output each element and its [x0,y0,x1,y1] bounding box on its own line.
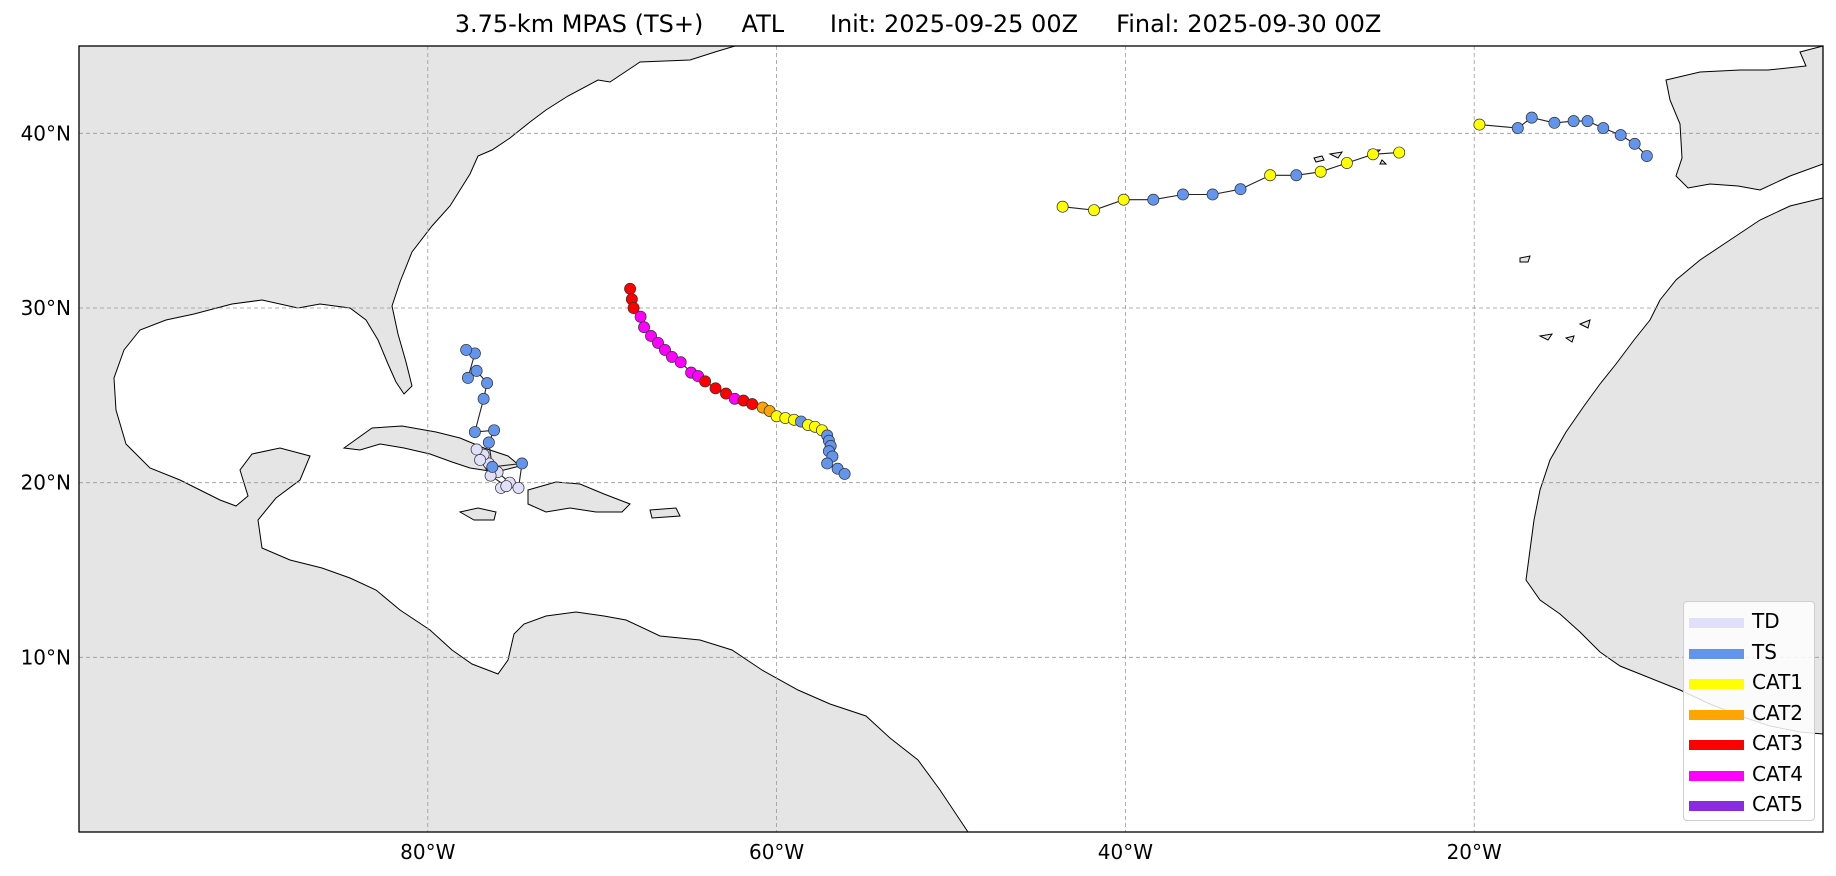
legend: TD TS CAT1 CAT2 CAT3 CAT4 CAT5 [1683,601,1815,821]
track-point [1597,122,1610,135]
y-tick-label: 40°N [21,121,71,145]
track-point [486,460,499,473]
track-point [674,356,687,369]
legend-label: CAT5 [1752,792,1804,816]
y-tick-label: 10°N [21,645,71,669]
land-jamaica [458,507,497,521]
track-point [461,371,474,384]
track-point [477,392,490,405]
map-title: 3.75-km MPAS (TS+) ATL Init: 2025-09-25 … [454,10,1382,38]
track-point [1340,157,1353,169]
track-point [1056,200,1069,213]
track-point [470,364,483,377]
legend-item-cat5: CAT5 [1684,791,1814,819]
track-point [1567,115,1580,128]
grid-lines [79,46,1823,832]
track-point [1264,169,1277,182]
track-point [1234,183,1247,196]
x-tick-label: 80°W [400,840,455,864]
x-tick-label: 60°W [749,840,804,864]
legend-item-cat3: CAT3 [1684,730,1814,758]
legend-label: CAT2 [1752,700,1804,725]
legend-swatch [1689,801,1744,811]
storm-tracks [460,111,1653,494]
legend-item-cat2: CAT2 [1684,700,1814,728]
legend-label: CAT1 [1752,670,1804,694]
x-tick-label: 40°W [1098,840,1153,864]
track-point [624,282,637,295]
legend-label: TD [1752,609,1780,633]
track-point [482,436,495,449]
track-point [1525,111,1538,124]
legend-swatch [1689,648,1744,659]
track-point [1640,150,1653,162]
track-point [1088,204,1100,217]
track-point [709,382,722,395]
legend-item-cat1: CAT1 [1684,669,1814,697]
track-point [1367,148,1379,161]
legend-swatch [1689,770,1744,781]
track-point [1473,118,1486,131]
legend-swatch [1689,618,1744,628]
track-point [1177,188,1189,201]
y-tick-label: 30°N [21,296,71,320]
track-line [1479,117,1648,157]
legend-item-ts: TS [1684,639,1814,667]
track-point [1206,188,1219,201]
track-point [488,424,501,437]
track-point [838,467,851,480]
track-point [474,454,487,466]
track-point [1117,193,1130,206]
track-point [512,481,525,494]
track-point [1628,137,1641,150]
legend-item-cat4: CAT4 [1684,761,1814,789]
track-point [1393,146,1406,159]
land-hispaniola [527,481,631,513]
track-point [500,480,513,493]
track-point [1614,129,1627,142]
y-tick-label: 20°N [21,471,71,495]
track-point [460,343,473,356]
land-masses [79,46,1823,832]
land-north-america [79,46,969,832]
track-point [720,387,732,400]
x-tick-label: 20°W [1447,840,1502,864]
track-point [481,377,494,390]
legend-swatch [1689,740,1744,750]
track-point [634,310,647,323]
legend-item-td: TD [1684,608,1814,636]
track-point [821,457,834,470]
legend-swatch [1689,709,1744,720]
track-point [1581,115,1594,128]
y-axis-ticks: 40°N 30°N 20°N 10°N [21,121,71,669]
track-point [1511,122,1524,135]
land-canaries [1519,255,1591,343]
track-point [666,350,678,363]
track-point [627,302,640,314]
track-point [638,321,651,334]
legend-label: CAT4 [1752,761,1804,786]
land-puerto-rico [649,507,681,519]
plot-frame [78,45,1824,833]
track-point [746,398,759,411]
track-point [468,426,481,438]
legend-swatch [1689,679,1744,689]
track-point [1290,169,1303,182]
legend-label: CAT3 [1752,731,1804,755]
x-axis-ticks: 80°W 60°W 40°W 20°W [400,840,1502,864]
track-point [1147,193,1160,206]
track-point [1548,116,1561,129]
land-iberia [1665,46,1823,191]
track-point [516,457,528,470]
track-point [470,443,483,456]
track-point [699,375,712,388]
track-point [1314,165,1327,178]
legend-label: TS [1752,639,1777,664]
